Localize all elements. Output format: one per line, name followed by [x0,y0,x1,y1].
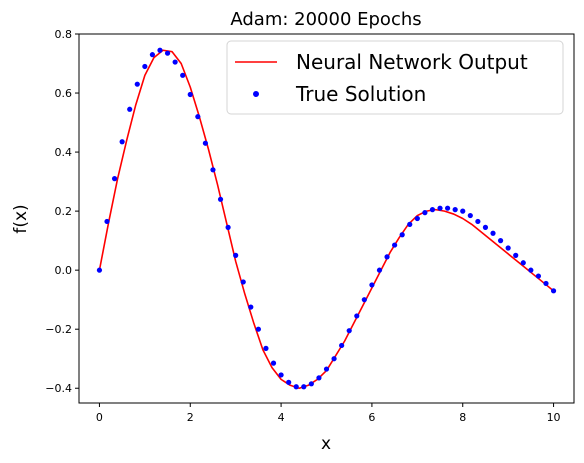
data-point-true-solution [430,207,435,212]
legend-label-true-solution: True Solution [295,82,426,106]
data-point-true-solution [195,114,200,119]
x-tick-label: 6 [368,411,375,424]
data-point-true-solution [157,48,162,53]
data-point-true-solution [445,206,450,211]
y-tick-label: 0.2 [55,205,73,218]
data-point-true-solution [400,232,405,237]
data-point-true-solution [362,297,367,302]
y-tick-label: 0.0 [55,264,73,277]
data-point-true-solution [203,141,208,146]
y-tick-label: −0.4 [45,382,72,395]
data-point-true-solution [233,253,238,258]
data-point-true-solution [218,197,223,202]
x-axis-title: x [321,434,331,454]
data-point-true-solution [437,206,442,211]
x-tick-label: 2 [187,411,194,424]
data-point-true-solution [475,219,480,224]
data-point-true-solution [142,64,147,69]
x-tick-label: 8 [459,411,466,424]
data-point-true-solution [165,51,170,56]
data-point-true-solution [331,356,336,361]
data-point-true-solution [271,361,276,366]
data-point-true-solution [263,346,268,351]
data-point-true-solution [536,273,541,278]
data-point-true-solution [551,288,556,293]
data-point-true-solution [97,268,102,273]
y-axis-title: f(x) [11,204,31,233]
data-point-true-solution [354,313,359,318]
data-point-true-solution [135,82,140,87]
data-point-true-solution [521,260,526,265]
data-point-true-solution [506,245,511,250]
data-point-true-solution [377,268,382,273]
data-point-true-solution [112,176,117,181]
data-point-true-solution [543,281,548,286]
data-point-true-solution [453,207,458,212]
data-point-true-solution [415,216,420,221]
x-tick-label: 10 [547,411,561,424]
data-point-true-solution [316,375,321,380]
legend-marker-swatch [253,91,259,97]
data-point-true-solution [468,213,473,218]
data-point-true-solution [241,279,246,284]
data-point-true-solution [180,73,185,78]
data-point-true-solution [392,242,397,247]
data-point-true-solution [339,343,344,348]
data-point-true-solution [407,222,412,227]
data-point-true-solution [369,282,374,287]
x-tick-label: 0 [96,411,103,424]
x-tick-label: 4 [278,411,285,424]
data-point-true-solution [324,366,329,371]
data-point-true-solution [248,304,253,309]
data-point-true-solution [188,92,193,97]
y-tick-label: 0.4 [55,146,73,159]
data-point-true-solution [278,372,283,377]
y-tick-label: 0.6 [55,87,73,100]
data-point-true-solution [528,268,533,273]
data-point-true-solution [150,52,155,57]
data-point-true-solution [309,381,314,386]
data-point-true-solution [460,209,465,214]
data-point-true-solution [120,139,125,144]
data-point-true-solution [210,167,215,172]
chart-title: Adam: 20000 Epochs [230,9,421,30]
data-point-true-solution [422,210,427,215]
data-point-true-solution [513,253,518,258]
data-point-true-solution [498,238,503,243]
data-point-true-solution [490,231,495,236]
data-point-true-solution [286,380,291,385]
data-point-true-solution [256,327,261,332]
data-point-true-solution [483,225,488,230]
data-point-true-solution [384,254,389,259]
data-point-true-solution [104,219,109,224]
data-point-true-solution [226,225,231,230]
legend-label-neural-network-output: Neural Network Output [296,50,528,74]
legend: Neural Network Output True Solution [227,41,563,114]
data-point-true-solution [301,384,306,389]
y-tick-label: −0.2 [45,323,72,336]
y-tick-label: 0.8 [55,28,73,41]
data-point-true-solution [127,107,132,112]
data-point-true-solution [173,59,178,64]
data-point-true-solution [347,328,352,333]
data-point-true-solution [294,384,299,389]
